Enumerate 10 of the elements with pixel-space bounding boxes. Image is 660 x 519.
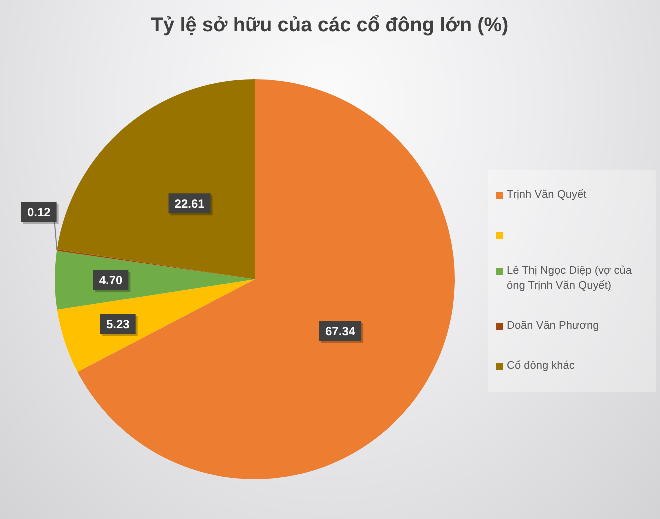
legend-label: Lê Thị Ngọc Diệp (vợ của ông Trịnh Văn Quyết) [507,264,634,294]
data-label: 4.70 [99,274,124,288]
data-label: 5.23 [106,318,130,332]
legend-label: Doãn Văn Phương [507,318,600,334]
data-label: 22.61 [174,196,206,211]
chart-title: Tỷ lệ sở hữu của các cổ đông lớn (%) [151,14,509,37]
legend-label: Cổ đông khác [507,358,575,374]
data-label: 0.12 [27,206,52,220]
legend-label: Trịnh Văn Quyết [507,188,587,204]
data-label: 67.34 [326,324,356,339]
